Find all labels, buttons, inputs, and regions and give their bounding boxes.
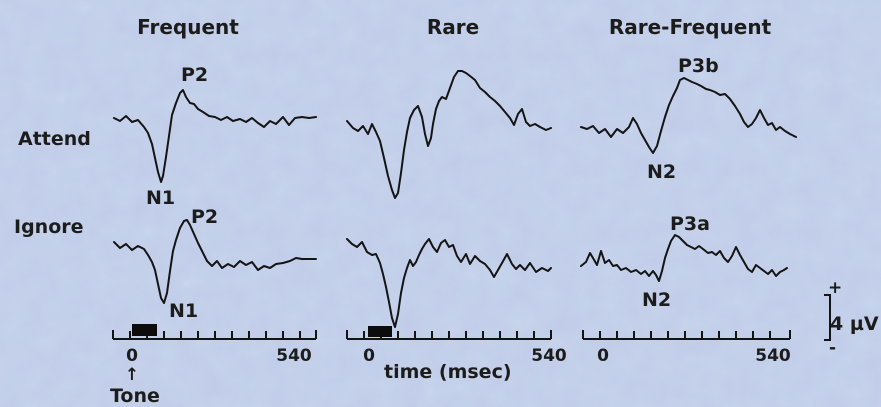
waveform-rare-ignore bbox=[346, 238, 552, 328]
stimulus-bar bbox=[368, 326, 392, 337]
scale-bracket bbox=[824, 294, 831, 341]
label-rarefrequent-ignore-n2: N2 bbox=[642, 289, 671, 311]
tick-frequent-540: 540 bbox=[276, 346, 312, 366]
time-axis-rare bbox=[346, 326, 552, 340]
label-rarefrequent-ignore-p3a: P3a bbox=[670, 213, 710, 235]
waveform-frequent-attend bbox=[113, 89, 317, 183]
label-frequent-attend-n1: N1 bbox=[146, 187, 175, 209]
voltage-scale-bar: + - 4 µV bbox=[824, 278, 879, 358]
waveform-rare-attend bbox=[346, 70, 552, 199]
waveform-rarefrequent-ignore bbox=[580, 234, 788, 282]
label-rarefrequent-attend-n2: N2 bbox=[647, 161, 676, 183]
waveform-rarefrequent-attend bbox=[580, 77, 797, 154]
tick-frequent-0: 0 bbox=[126, 346, 138, 366]
stimulus-bar bbox=[132, 324, 157, 336]
label-rarefrequent-attend-p3b: P3b bbox=[678, 55, 719, 77]
waveform-frequent-ignore bbox=[113, 219, 317, 304]
label-frequent-ignore-p2: P2 bbox=[191, 206, 218, 228]
scale-minus: - bbox=[829, 338, 836, 358]
axis-line bbox=[582, 330, 791, 340]
column-header-rare-frequent: Rare-Frequent bbox=[609, 15, 772, 39]
tick-rare-0: 0 bbox=[363, 346, 375, 366]
label-frequent-attend-p2: P2 bbox=[181, 64, 208, 86]
tick-rarefrequent-540: 540 bbox=[755, 346, 791, 366]
time-axis-frequent bbox=[112, 324, 317, 340]
row-label-attend: Attend bbox=[18, 128, 91, 150]
column-header-rare: Rare bbox=[427, 15, 479, 39]
tick-rarefrequent-0: 0 bbox=[597, 346, 609, 366]
stimulus-onset-arrow: ↑ bbox=[125, 365, 139, 385]
scale-value: 4 µV bbox=[830, 313, 879, 335]
stimulus-label-tone: Tone bbox=[110, 385, 160, 407]
row-label-ignore: Ignore bbox=[14, 216, 84, 238]
column-header-frequent: Frequent bbox=[137, 15, 239, 39]
time-axis-label: time (msec) bbox=[384, 361, 512, 383]
scale-plus: + bbox=[828, 278, 842, 298]
tick-rare-540: 540 bbox=[531, 346, 567, 366]
time-axis-rarefrequent bbox=[582, 330, 791, 340]
label-frequent-ignore-n1: N1 bbox=[169, 300, 198, 322]
